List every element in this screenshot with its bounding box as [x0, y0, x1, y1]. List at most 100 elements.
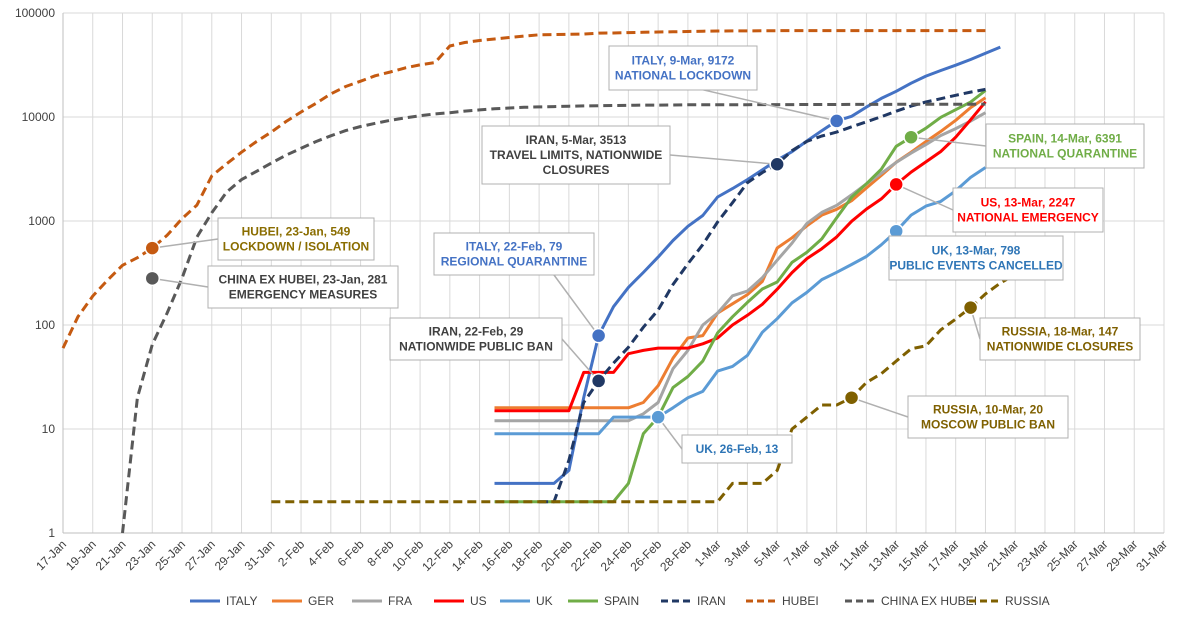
y-tick-label: 10 [42, 422, 56, 436]
annotation-marker [962, 299, 979, 316]
series-line-russia [271, 273, 1016, 504]
annotation-box [481, 125, 671, 185]
annotation-leader [152, 277, 209, 288]
series-line-uk [494, 166, 987, 436]
annotation-text: SPAIN, 14-Mar, 6391 [1008, 132, 1122, 146]
legend-label: ITALY [226, 594, 258, 608]
legend-item: RUSSIA [969, 594, 1050, 608]
annotation-text: MOSCOW PUBLIC BAN [921, 418, 1055, 432]
annotation-leader [561, 338, 600, 382]
legend-item: GER [272, 594, 334, 608]
annotation-text: ITALY, 22-Feb, 79 [466, 240, 563, 254]
annotation-text: NATIONWIDE CLOSURES [987, 340, 1133, 354]
legend-label: CHINA EX HUBEI [881, 594, 977, 608]
y-tick-label: 1000 [28, 214, 55, 228]
y-tick-label: 100000 [15, 6, 55, 20]
annotation-box [681, 434, 793, 464]
annotation-box [217, 217, 375, 261]
annotation-text: REGIONAL QUARANTINE [441, 255, 587, 269]
legend-label: US [470, 594, 487, 608]
annotation-leader [895, 183, 954, 211]
legend-item: HUBEI [746, 594, 819, 608]
annotation-marker [769, 156, 785, 172]
annotation-text: NATIONAL LOCKDOWN [615, 69, 751, 83]
annotation-text: CLOSURES [543, 163, 610, 177]
annotation-leader [152, 238, 219, 249]
annotation-box [888, 235, 1064, 281]
annotation-marker [888, 176, 904, 193]
legend-item: ITALY [190, 594, 258, 608]
annotation-text: CHINA EX HUBEI, 23-Jan, 281 [219, 273, 388, 287]
legend-label: GER [308, 594, 334, 608]
legend-item: US [434, 594, 487, 608]
annotation-text: PUBLIC EVENTS CANCELLED [889, 259, 1063, 273]
annotation-text: NATIONWIDE PUBLIC BAN [399, 340, 553, 354]
annotation-text: UK, 26-Feb, 13 [696, 442, 779, 456]
annotation-box [389, 317, 563, 361]
legend-item: CHINA EX HUBEI [845, 594, 977, 608]
legend: ITALY GER FRA US UK SPAIN IRAN HUBEI CHINA EX HU… [190, 594, 1050, 608]
annotation-box [907, 395, 1069, 439]
legend-label: RUSSIA [1005, 594, 1050, 608]
annotation-text: LOCKDOWN / ISOLATION [223, 240, 369, 254]
y-tick-label: 1 [48, 526, 55, 540]
annotation-marker [590, 373, 607, 389]
annotation-marker [650, 409, 666, 425]
annotation-markers [144, 113, 979, 425]
series-line-china-ex-hubei [121, 102, 986, 534]
annotation-marker [590, 327, 607, 344]
legend-label: IRAN [697, 594, 726, 608]
annotation-text: RUSSIA, 18-Mar, 147 [1002, 325, 1119, 339]
legend-label: HUBEI [782, 594, 819, 608]
annotation-text: EMERGENCY MEASURES [229, 288, 377, 302]
annotation-text: HUBEI, 23-Jan, 549 [242, 225, 351, 239]
annotation-box [979, 317, 1141, 361]
annotation-marker [828, 113, 845, 129]
annotation-text: NATIONAL EMERGENCY [957, 211, 1099, 225]
annotation-text: ITALY, 9-Mar, 9172 [632, 54, 735, 68]
legend-item: FRA [352, 594, 412, 608]
series-line-spain [494, 89, 987, 504]
annotation-box [207, 265, 399, 309]
annotation-box [985, 123, 1145, 169]
legend-label: FRA [388, 594, 412, 608]
series-line-hubei [61, 29, 986, 349]
legend-item: SPAIN [568, 594, 639, 608]
legend-label: SPAIN [604, 594, 639, 608]
annotation-box [608, 45, 758, 91]
annotation-text: UK, 13-Mar, 798 [932, 244, 1021, 258]
series-line-us [494, 100, 987, 413]
series-line-fra [494, 111, 987, 423]
annotation-text: US, 13-Mar, 2247 [981, 196, 1076, 210]
annotation-box [952, 187, 1104, 233]
legend-label: UK [536, 594, 553, 608]
annotation-text: RUSSIA, 10-Mar, 20 [933, 403, 1043, 417]
y-tick-label: 10000 [22, 110, 56, 124]
annotation-text: IRAN, 22-Feb, 29 [429, 325, 524, 339]
annotation-box [433, 232, 595, 276]
annotation-text: TRAVEL LIMITS, NATIONWIDE [490, 148, 663, 162]
annotation-marker [843, 389, 860, 406]
annotation-leader [669, 154, 778, 165]
annotation-marker [903, 129, 919, 145]
legend-item: IRAN [661, 594, 726, 608]
y-tick-label: 100 [35, 318, 55, 332]
annotation-leader [851, 396, 909, 418]
legend-item: UK [500, 594, 553, 608]
annotation-leader [910, 136, 987, 147]
annotation-marker [144, 270, 161, 287]
annotation-leader [553, 274, 600, 337]
annotation-callout: UK, 26-Feb, 13 [681, 434, 793, 464]
